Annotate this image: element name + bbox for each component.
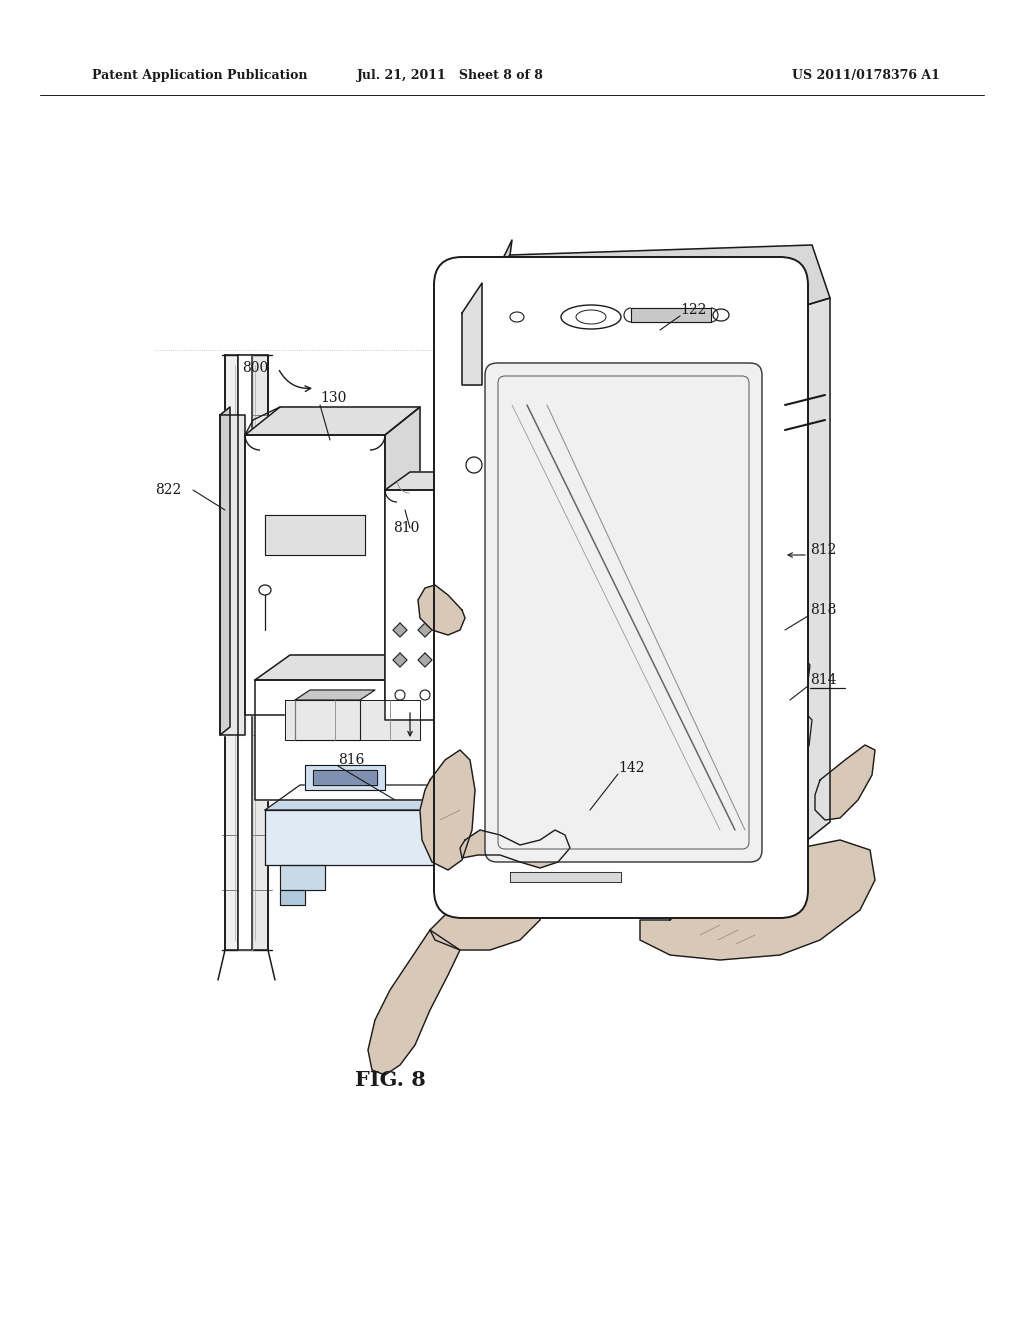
- Text: 816: 816: [338, 752, 365, 767]
- Polygon shape: [393, 653, 407, 667]
- Polygon shape: [462, 282, 482, 385]
- Polygon shape: [265, 515, 365, 554]
- Polygon shape: [490, 240, 512, 285]
- Text: Jul. 21, 2011   Sheet 8 of 8: Jul. 21, 2011 Sheet 8 of 8: [356, 69, 544, 82]
- Polygon shape: [220, 414, 245, 735]
- Polygon shape: [393, 623, 407, 638]
- Polygon shape: [245, 436, 385, 715]
- Polygon shape: [418, 585, 465, 635]
- Text: 822: 822: [155, 483, 181, 498]
- Text: 814: 814: [810, 673, 837, 686]
- Polygon shape: [225, 355, 238, 950]
- Polygon shape: [418, 623, 432, 638]
- Text: US 2011/0178376 A1: US 2011/0178376 A1: [793, 69, 940, 82]
- Polygon shape: [785, 599, 808, 645]
- Polygon shape: [245, 407, 420, 436]
- Polygon shape: [450, 655, 485, 800]
- Polygon shape: [450, 655, 485, 800]
- Polygon shape: [785, 653, 810, 704]
- Polygon shape: [285, 700, 420, 741]
- Polygon shape: [450, 473, 475, 719]
- Polygon shape: [280, 865, 325, 890]
- Polygon shape: [420, 750, 475, 870]
- Polygon shape: [220, 407, 230, 735]
- Polygon shape: [255, 655, 485, 680]
- Polygon shape: [368, 931, 460, 1074]
- Text: 810: 810: [393, 521, 420, 535]
- Polygon shape: [470, 785, 505, 865]
- Text: 812: 812: [810, 543, 837, 557]
- Polygon shape: [430, 870, 545, 950]
- Text: 142: 142: [618, 762, 644, 775]
- Text: 818: 818: [810, 603, 837, 616]
- Text: 122: 122: [680, 304, 707, 317]
- Polygon shape: [255, 680, 450, 800]
- FancyBboxPatch shape: [485, 363, 762, 862]
- Polygon shape: [385, 473, 475, 490]
- Text: 800: 800: [242, 360, 268, 375]
- Text: FIG. 8: FIG. 8: [354, 1071, 425, 1090]
- Polygon shape: [418, 653, 432, 667]
- Polygon shape: [460, 840, 495, 865]
- FancyArrowPatch shape: [280, 371, 310, 392]
- Text: 130: 130: [319, 391, 346, 405]
- Polygon shape: [490, 246, 830, 313]
- Polygon shape: [780, 298, 830, 862]
- Polygon shape: [265, 810, 470, 865]
- Polygon shape: [295, 690, 375, 700]
- Polygon shape: [785, 763, 808, 813]
- Polygon shape: [640, 840, 874, 960]
- Polygon shape: [238, 355, 252, 950]
- Polygon shape: [460, 830, 570, 869]
- Polygon shape: [305, 766, 385, 789]
- Polygon shape: [510, 873, 621, 882]
- Polygon shape: [385, 407, 420, 715]
- Polygon shape: [631, 308, 711, 322]
- Polygon shape: [815, 744, 874, 820]
- Polygon shape: [295, 700, 360, 741]
- Text: Patent Application Publication: Patent Application Publication: [92, 69, 307, 82]
- Polygon shape: [252, 355, 268, 950]
- Polygon shape: [785, 708, 812, 760]
- Polygon shape: [265, 785, 505, 810]
- Polygon shape: [280, 890, 305, 906]
- Polygon shape: [313, 770, 377, 785]
- Polygon shape: [385, 490, 450, 719]
- FancyBboxPatch shape: [434, 257, 808, 917]
